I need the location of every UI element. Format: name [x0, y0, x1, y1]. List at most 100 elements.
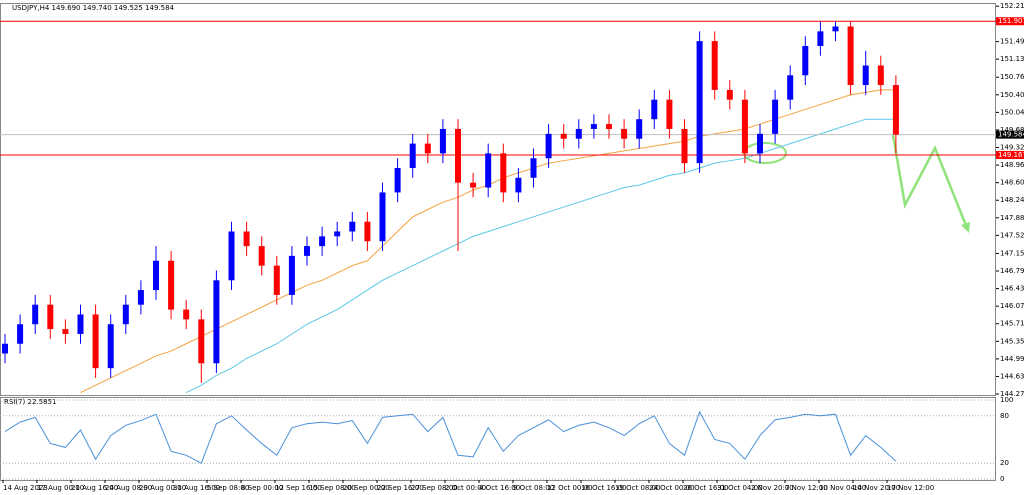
candle-body: [590, 124, 597, 129]
y-tick-label: 146.070: [1000, 302, 1024, 310]
candle-body: [92, 314, 99, 369]
candle-body: [575, 128, 582, 139]
candle-body: [847, 26, 854, 86]
x-tick-label: 17 Nov 12:00: [887, 484, 934, 492]
x-tick-label: 22 Sep 16:00: [377, 484, 424, 492]
candle-body: [168, 260, 175, 310]
candle-body: [62, 329, 69, 334]
x-tick-label: 15 Sep 08:00: [309, 484, 356, 492]
candle-body: [228, 231, 235, 281]
candle-body: [273, 265, 280, 295]
candle-body: [122, 304, 129, 325]
candle-body: [802, 45, 809, 76]
candle-body: [726, 89, 733, 100]
arrow-head: [961, 222, 970, 233]
current-price-bg: [996, 130, 1024, 139]
level-label-bg: [996, 150, 1024, 159]
y-tick-label: 147.150: [1000, 249, 1024, 257]
y-tick-label: 148.600: [1000, 179, 1024, 187]
rsi-label: RSI(7) 22.5851: [4, 398, 56, 406]
candle-body: [711, 41, 718, 90]
y-tick-label: 148.240: [1000, 196, 1024, 204]
x-tick-label: 24 Aug 08:00: [105, 484, 152, 492]
x-tick-label: 8 Sep 00:00: [241, 484, 283, 492]
y-tick-label: 151.490: [1000, 38, 1024, 46]
candle-body: [892, 85, 899, 135]
y-tick-label: 149.680: [1000, 126, 1024, 134]
moving-average: [185, 118, 896, 394]
rsi-tick-label: 20: [1000, 459, 1009, 467]
candle-body: [364, 221, 371, 242]
candle-body: [183, 309, 190, 320]
x-tick-label: 19 Oct 08:00: [615, 484, 661, 492]
candle-body: [560, 133, 567, 139]
x-tick-label: 26 Oct 16:00: [683, 484, 729, 492]
candle-body: [47, 304, 54, 330]
candle-body: [500, 153, 507, 193]
candle-body: [817, 31, 824, 46]
x-tick-label: 5 Sep 08:00: [207, 484, 249, 492]
x-tick-label: 2 Nov 20:00: [751, 484, 794, 492]
y-tick-label: 144.270: [1000, 390, 1024, 398]
x-tick-label: 14 Nov 20:00: [853, 484, 900, 492]
x-tick-label: 12 Sep 16:00: [275, 484, 322, 492]
candle-body: [832, 26, 839, 32]
candle-body: [379, 192, 386, 242]
y-tick-label: 146.430: [1000, 285, 1024, 293]
candle-body: [455, 128, 461, 183]
candle-body: [757, 133, 763, 154]
y-tick-label: 147.520: [1000, 231, 1024, 239]
candle-body: [319, 236, 326, 247]
y-tick-label: 147.880: [1000, 214, 1024, 222]
x-tick-label: 17 Aug 00:00: [37, 484, 84, 492]
candle-body: [32, 304, 39, 325]
candle-body: [424, 143, 431, 154]
candle-body: [515, 177, 522, 193]
y-tick-label: 145.350: [1000, 337, 1024, 345]
main-panel-frame: [0, 3, 996, 396]
y-tick-label: 146.790: [1000, 267, 1024, 275]
y-tick-label: 150.400: [1000, 91, 1024, 99]
x-tick-label: 21 Aug 16:00: [71, 484, 118, 492]
candle-body: [334, 231, 341, 237]
x-tick-label: 27 Sep 08:00: [411, 484, 458, 492]
candle-body: [696, 41, 703, 164]
level-label: 151.907: [998, 17, 1024, 25]
candle-body: [304, 246, 310, 256]
x-tick-label: 29 Aug 00:00: [139, 484, 186, 492]
rsi-tick-label: 0: [1000, 475, 1004, 483]
candle-body: [77, 314, 84, 334]
x-tick-label: 7 Nov 12:00: [785, 484, 828, 492]
candle-body: [787, 75, 794, 100]
candle-body: [198, 319, 205, 364]
rsi-tick-label: 100: [1000, 396, 1013, 404]
candle-body: [772, 99, 779, 134]
candle-body: [651, 99, 658, 120]
candle-body: [213, 280, 220, 364]
y-tick-label: 148.960: [1000, 161, 1024, 169]
candle-body: [530, 158, 537, 178]
candle-body: [409, 143, 416, 169]
candle-body: [741, 99, 748, 154]
candle-body: [258, 246, 265, 266]
candle-body: [470, 182, 477, 188]
y-tick-label: 145.710: [1000, 320, 1024, 328]
candle-body: [545, 133, 552, 159]
candle-body: [439, 128, 446, 154]
candle-body: [107, 324, 114, 369]
candle-body: [877, 65, 884, 86]
x-tick-label: 31 Oct 04:00: [717, 484, 763, 492]
candle-body: [636, 119, 643, 139]
y-tick-label: 152.215: [1000, 2, 1024, 10]
current-price-label: 149.584: [998, 131, 1024, 139]
x-tick-label: 20 Sep 00:00: [343, 484, 390, 492]
chart-title: USDJPY,H4 149.690 149.740 149.525 149.58…: [12, 4, 175, 12]
candle-body: [2, 343, 8, 354]
y-tick-label: 149.320: [1000, 144, 1024, 152]
x-tick-label: 12 Oct 00:00: [547, 484, 593, 492]
rsi-line: [4, 410, 897, 464]
candle-body: [137, 290, 144, 305]
y-tick-label: 150.040: [1000, 108, 1024, 116]
x-tick-label: 31 Aug 16:00: [173, 484, 220, 492]
